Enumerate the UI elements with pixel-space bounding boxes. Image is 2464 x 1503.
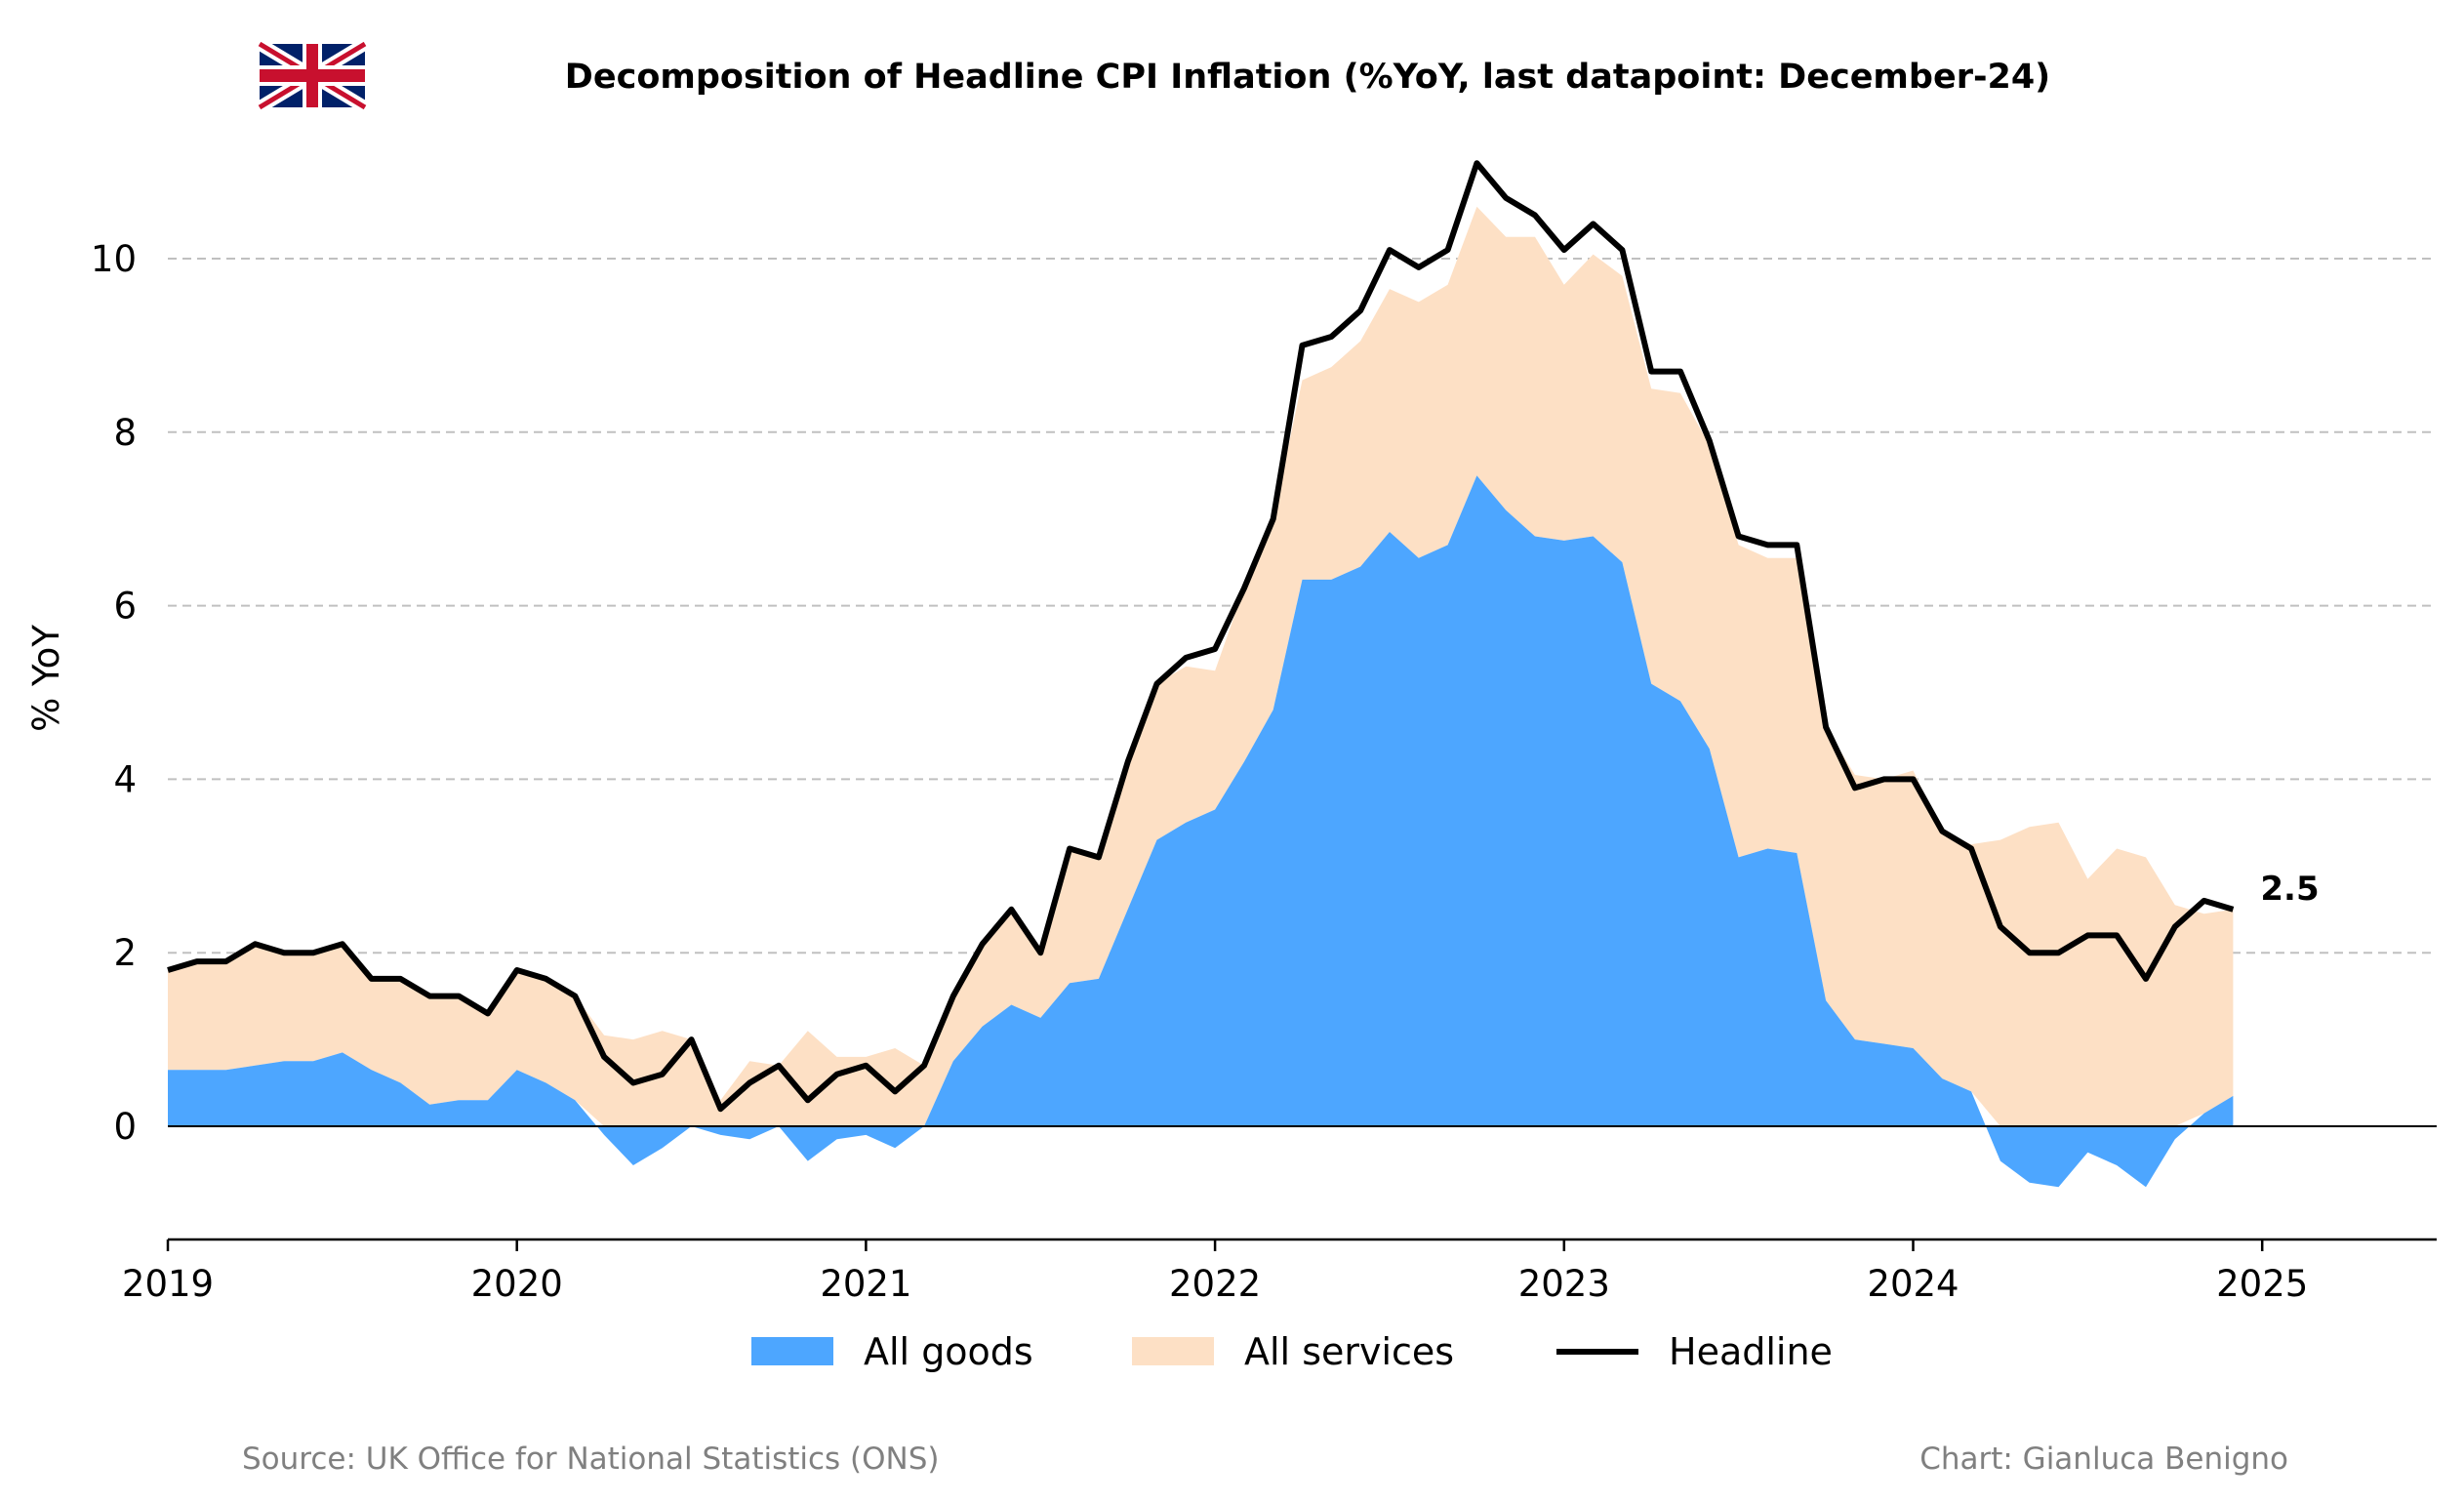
legend-item: Headline [1556, 1330, 1833, 1373]
goods-area [168, 475, 2234, 1188]
x-tick-label: 2025 [2216, 1263, 2308, 1305]
last-value-label: 2.5 [2260, 870, 2319, 909]
legend-swatch [751, 1337, 833, 1365]
y-tick-label: 6 [113, 586, 137, 628]
uk-flag-icon [256, 38, 369, 113]
y-tick-label: 2 [113, 932, 137, 974]
legend-label: All services [1244, 1330, 1454, 1373]
x-axis-ticks: 2019 2020 2021 2022 2023 2024 2025 [122, 1239, 2308, 1305]
x-tick-label: 2020 [471, 1263, 563, 1305]
legend: All goods All services Headline [751, 1330, 1833, 1373]
legend-item: All services [1132, 1330, 1454, 1373]
x-tick-label: 2022 [1169, 1263, 1261, 1305]
y-tick-label: 0 [113, 1106, 137, 1148]
legend-item: All goods [751, 1330, 1033, 1373]
x-tick-label: 2021 [820, 1263, 911, 1305]
chart-credit: Chart: Gianluca Benigno [1919, 1442, 2288, 1477]
y-tick-label: 4 [113, 758, 137, 800]
chart-title: Decomposition of Headline CPI Inflation … [565, 58, 2050, 97]
y-tick-label: 8 [113, 412, 137, 454]
headline-line [167, 160, 2235, 1113]
y-tick-label: 10 [91, 238, 137, 280]
x-tick-label: 2023 [1518, 1263, 1610, 1305]
y-axis-ticks: 0 2 4 6 8 10 [91, 238, 137, 1148]
area-series [168, 206, 2234, 1188]
y-axis-label: % YoY [25, 625, 67, 732]
x-tick-label: 2024 [1867, 1263, 1959, 1305]
x-tick-label: 2019 [122, 1263, 214, 1305]
legend-label: Headline [1669, 1330, 1833, 1373]
legend-label: All goods [864, 1330, 1033, 1373]
services-area [168, 206, 2234, 1126]
source-note: Source: UK Office for National Statistic… [242, 1442, 940, 1477]
headline-series [167, 160, 2235, 1113]
legend-swatch [1132, 1337, 1214, 1365]
